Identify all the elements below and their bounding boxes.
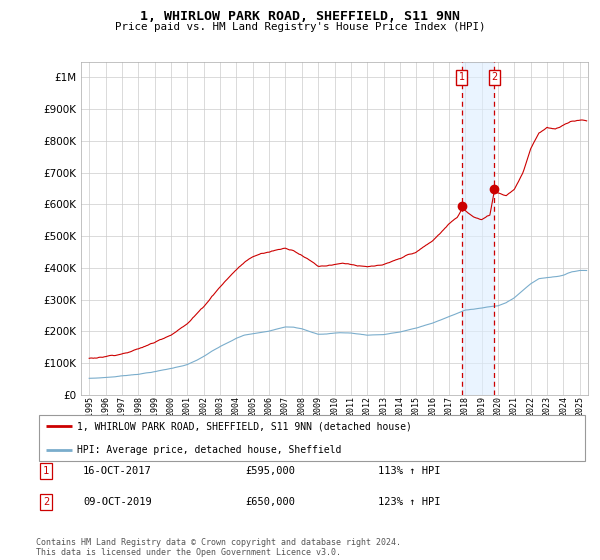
- Text: Contains HM Land Registry data © Crown copyright and database right 2024.
This d: Contains HM Land Registry data © Crown c…: [36, 538, 401, 557]
- Text: 1: 1: [459, 72, 465, 82]
- Text: £595,000: £595,000: [246, 466, 296, 476]
- Text: 2: 2: [491, 72, 497, 82]
- Text: £650,000: £650,000: [246, 497, 296, 507]
- Bar: [462, 62, 494, 395]
- Text: 16-OCT-2017: 16-OCT-2017: [83, 466, 152, 476]
- Text: 09-OCT-2019: 09-OCT-2019: [83, 497, 152, 507]
- Text: Price paid vs. HM Land Registry's House Price Index (HPI): Price paid vs. HM Land Registry's House …: [115, 22, 485, 32]
- Text: 2: 2: [43, 497, 49, 507]
- Text: 1: 1: [43, 466, 49, 476]
- FancyBboxPatch shape: [39, 416, 585, 461]
- Text: 1, WHIRLOW PARK ROAD, SHEFFIELD, S11 9NN (detached house): 1, WHIRLOW PARK ROAD, SHEFFIELD, S11 9NN…: [77, 421, 412, 431]
- Text: HPI: Average price, detached house, Sheffield: HPI: Average price, detached house, Shef…: [77, 445, 342, 455]
- Text: 123% ↑ HPI: 123% ↑ HPI: [378, 497, 441, 507]
- Text: 1, WHIRLOW PARK ROAD, SHEFFIELD, S11 9NN: 1, WHIRLOW PARK ROAD, SHEFFIELD, S11 9NN: [140, 10, 460, 23]
- Text: 113% ↑ HPI: 113% ↑ HPI: [378, 466, 441, 476]
